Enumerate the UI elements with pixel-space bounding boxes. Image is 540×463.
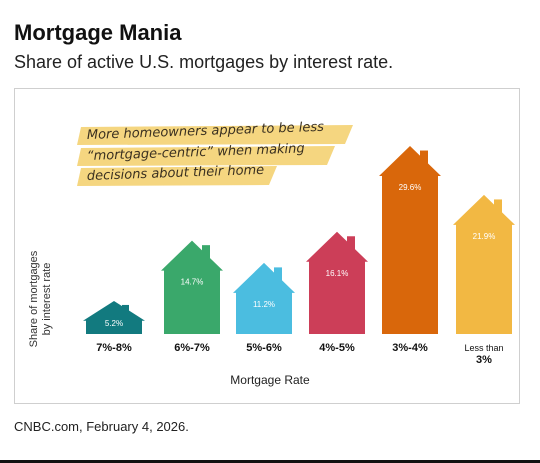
y-axis-label-line-2: by interest rate bbox=[41, 263, 53, 336]
page-title: Mortgage Mania bbox=[14, 20, 182, 45]
house-bars: 5.2% 14.7% 11.2% 16.1% 29.6% 21.9% bbox=[83, 146, 515, 334]
bottom-rule bbox=[0, 460, 540, 463]
data-label: 16.1% bbox=[326, 269, 349, 278]
annotation-line: decisions about their home bbox=[87, 163, 265, 184]
house-body bbox=[161, 240, 223, 334]
y-axis-label-line-1: Share of mortgages bbox=[28, 250, 40, 347]
house-bar: 5.2% bbox=[83, 300, 145, 334]
category-label: 7%-8% bbox=[96, 342, 132, 354]
category-label: 4%-5% bbox=[319, 342, 355, 354]
category-label: 3% bbox=[476, 354, 492, 366]
data-label: 14.7% bbox=[181, 278, 204, 287]
house-bar: 14.7% bbox=[161, 240, 223, 334]
house-bar: 29.6% bbox=[379, 146, 441, 334]
house-body bbox=[453, 194, 515, 334]
data-label: 5.2% bbox=[105, 319, 123, 328]
data-label: 21.9% bbox=[473, 232, 496, 241]
house-body bbox=[306, 231, 368, 334]
source-note: CNBC.com, February 4, 2026. bbox=[14, 419, 189, 434]
house-bar: 21.9% bbox=[453, 194, 515, 334]
annotation-callout: More homeowners appear to be less“mortga… bbox=[77, 120, 353, 186]
house-body bbox=[83, 300, 145, 334]
data-label: 11.2% bbox=[253, 300, 275, 309]
house-bar: 11.2% bbox=[233, 262, 295, 334]
category-label: Less than bbox=[464, 343, 503, 353]
data-label: 29.6% bbox=[399, 183, 422, 192]
page-subtitle: Share of active U.S. mortgages by intere… bbox=[14, 52, 394, 72]
chart-frame: More homeowners appear to be less “mortga… bbox=[14, 88, 520, 404]
x-axis-label: Mortgage Rate bbox=[230, 373, 310, 387]
house-bar-chart: More homeowners appear to be less“mortga… bbox=[28, 120, 515, 387]
highlight-stripe bbox=[77, 146, 335, 166]
category-label: 6%-7% bbox=[174, 342, 210, 354]
category-label: 5%-6% bbox=[246, 342, 282, 354]
highlight-stripe bbox=[77, 125, 353, 145]
highlight-stripe bbox=[77, 166, 277, 186]
house-body bbox=[379, 146, 441, 334]
category-label: 3%-4% bbox=[392, 342, 428, 354]
house-body bbox=[233, 262, 295, 334]
house-bar: 16.1% bbox=[306, 231, 368, 334]
